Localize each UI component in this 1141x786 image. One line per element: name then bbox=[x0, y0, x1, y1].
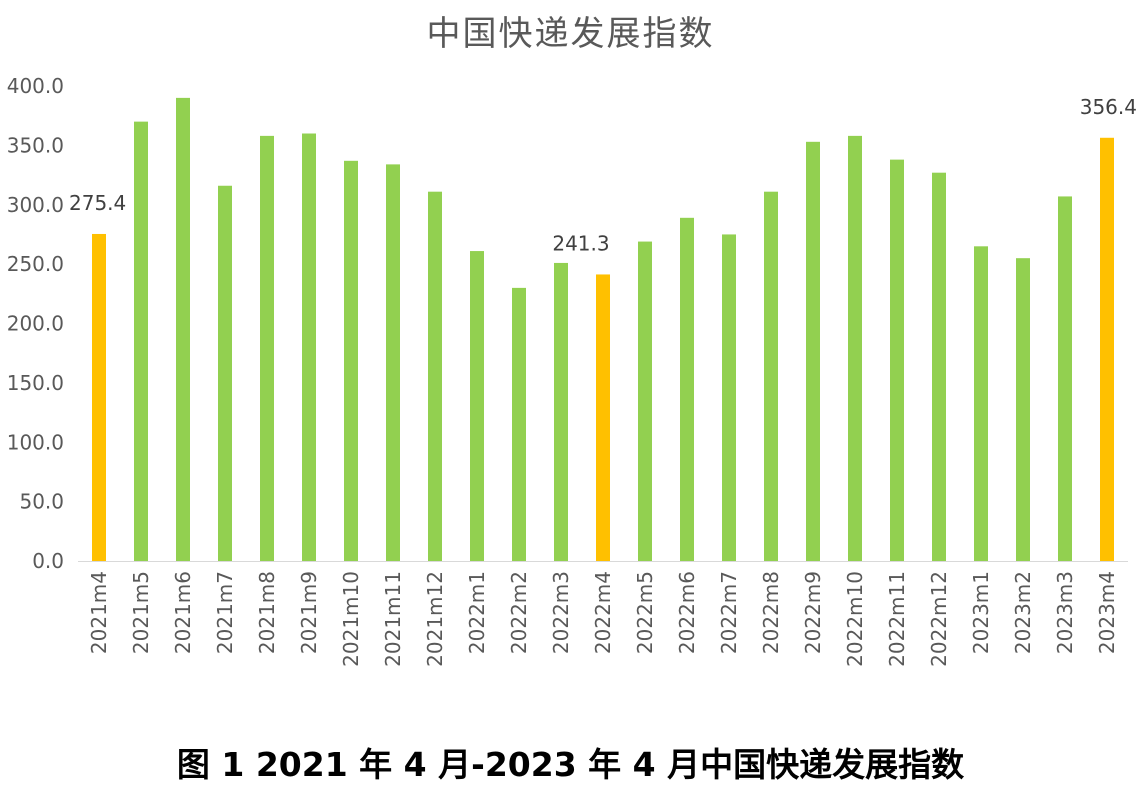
y-tick-label: 350.0 bbox=[7, 133, 64, 157]
bar-2022m5 bbox=[638, 241, 652, 561]
x-tick-label: 2021m4 bbox=[87, 571, 111, 654]
x-tick-label: 2021m8 bbox=[255, 571, 279, 654]
x-tick-label: 2021m9 bbox=[297, 571, 321, 654]
bar-2022m12 bbox=[932, 172, 946, 561]
bar-2023m3 bbox=[1058, 196, 1072, 561]
bar-2021m5 bbox=[134, 121, 148, 561]
bar-2022m3 bbox=[554, 262, 568, 561]
bar-2022m2 bbox=[512, 287, 526, 561]
x-tick-label: 2022m1 bbox=[465, 571, 489, 654]
y-tick-label: 50.0 bbox=[19, 490, 64, 514]
bar-2022m11 bbox=[890, 159, 904, 561]
x-tick-label: 2021m12 bbox=[423, 571, 447, 667]
x-tick-label: 2022m2 bbox=[507, 571, 531, 654]
bar-chart: 0.0 50.0 100.0 150.0 200.0 250.0 300.0 350.0 400… bbox=[7, 74, 1137, 667]
y-tick-label: 150.0 bbox=[7, 371, 64, 395]
bar-2022m6 bbox=[680, 217, 694, 561]
x-tick-label: 2022m12 bbox=[927, 571, 951, 667]
bar-2021m4 bbox=[92, 233, 106, 561]
x-tick-label: 2023m2 bbox=[1011, 571, 1035, 654]
x-tick-label: 2022m8 bbox=[759, 571, 783, 654]
x-tick-label: 2021m10 bbox=[339, 571, 363, 667]
y-tick-label: 100.0 bbox=[7, 430, 64, 454]
x-tick-label: 2023m3 bbox=[1053, 571, 1077, 654]
y-tick-label: 200.0 bbox=[7, 312, 64, 336]
x-axis: 2021m4 2021m5 2021m6 2021m7 2021m8 2021m9 2021… bbox=[78, 561, 1128, 667]
bar-2021m6 bbox=[176, 97, 190, 561]
bar-2021m11 bbox=[386, 164, 400, 561]
bar-2021m8 bbox=[260, 135, 274, 561]
x-tick-label: 2021m7 bbox=[213, 571, 237, 654]
bar-2022m10 bbox=[848, 135, 862, 561]
y-tick-label: 0.0 bbox=[32, 549, 64, 573]
x-tick-label: 2022m9 bbox=[801, 571, 825, 654]
bar-2022m7 bbox=[722, 234, 736, 561]
chart-title: 中国快递发展指数 bbox=[426, 14, 715, 54]
x-tick-label: 2022m5 bbox=[633, 571, 657, 654]
bar-2022m4 bbox=[596, 274, 610, 561]
bar-2023m1 bbox=[974, 246, 988, 561]
bar-2022m1 bbox=[470, 251, 484, 561]
bar-2022m8 bbox=[764, 191, 778, 561]
x-tick-label: 2021m6 bbox=[171, 571, 195, 654]
x-tick-label: 2022m11 bbox=[885, 571, 909, 667]
bar-2023m2 bbox=[1016, 258, 1030, 561]
x-tick-label: 2022m10 bbox=[843, 571, 867, 667]
x-tick-label: 2022m7 bbox=[717, 571, 741, 654]
data-label-2021m4: 275.4 bbox=[69, 191, 126, 215]
data-label-2023m4: 356.4 bbox=[1080, 95, 1137, 119]
bar-2021m12 bbox=[428, 191, 442, 561]
x-tick-label: 2022m6 bbox=[675, 571, 699, 654]
y-tick-label: 250.0 bbox=[7, 252, 64, 276]
data-labels: 275.4 241.3 356.4 bbox=[69, 95, 1137, 256]
data-label-2022m4: 241.3 bbox=[552, 231, 609, 255]
bar-2021m7 bbox=[218, 185, 232, 561]
bar-2021m10 bbox=[344, 160, 358, 561]
bar-2022m9 bbox=[806, 141, 820, 561]
x-tick-label: 2021m5 bbox=[129, 571, 153, 654]
x-tick-label: 2022m4 bbox=[591, 571, 615, 654]
x-tick-label: 2023m4 bbox=[1095, 571, 1119, 654]
bar-series bbox=[92, 97, 1114, 561]
x-tick-label: 2021m11 bbox=[381, 571, 405, 667]
x-tick-label: 2022m3 bbox=[549, 571, 573, 654]
figure-caption: 图 1 2021 年 4 月-2023 年 4 月中国快递发展指数 bbox=[176, 745, 965, 784]
bar-2021m9 bbox=[302, 133, 316, 561]
bar-2023m4 bbox=[1100, 137, 1114, 561]
y-tick-label: 300.0 bbox=[7, 193, 64, 217]
y-tick-label: 400.0 bbox=[7, 74, 64, 98]
y-axis: 0.0 50.0 100.0 150.0 200.0 250.0 300.0 350.0 400… bbox=[7, 74, 64, 573]
x-tick-label: 2023m1 bbox=[969, 571, 993, 654]
